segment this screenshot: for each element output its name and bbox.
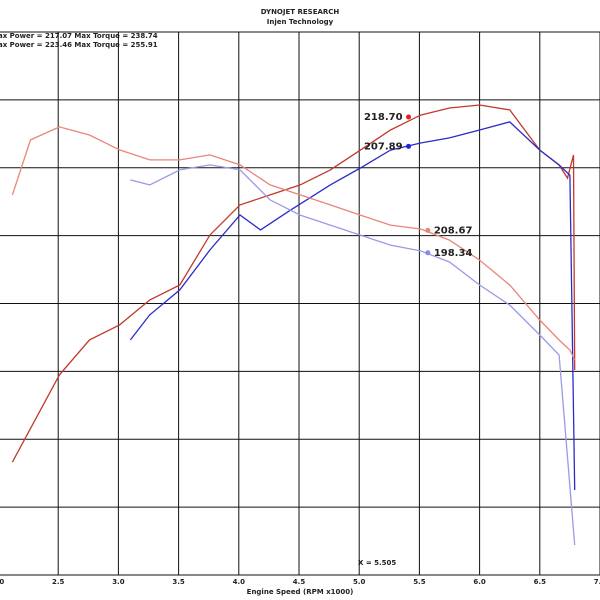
x-tick-label: 2.0 bbox=[0, 578, 4, 586]
x-axis-title: Engine Speed (RPM x1000) bbox=[247, 588, 354, 596]
chart-subtitle: Injen Technology bbox=[267, 18, 334, 26]
marker-label: 208.67 bbox=[434, 225, 473, 236]
x-tick-label: 5.5 bbox=[413, 578, 426, 586]
marker-label: 198.34 bbox=[434, 248, 473, 259]
x-tick-label: 7.0 bbox=[594, 578, 600, 586]
cursor-label: X = 5.505 bbox=[358, 559, 396, 567]
marker-dot bbox=[425, 227, 431, 233]
header-line: Max Power = 217.07 Max Torque = 238.74 bbox=[0, 32, 158, 40]
marker-label: 207.89 bbox=[364, 141, 403, 152]
x-tick-label: 6.5 bbox=[534, 578, 547, 586]
x-tick-label: 6.0 bbox=[473, 578, 486, 586]
marker-label: 218.70 bbox=[364, 112, 403, 123]
series-line bbox=[11, 126, 576, 361]
marker-dot bbox=[425, 250, 431, 256]
header-line: Max Power = 223.46 Max Torque = 255.91 bbox=[0, 41, 158, 49]
x-tick-label: 3.0 bbox=[112, 578, 125, 586]
marker-dot bbox=[406, 114, 412, 120]
series-line bbox=[130, 164, 576, 546]
chart-title: DYNOJET RESEARCH bbox=[261, 8, 340, 16]
x-tick-label: 2.5 bbox=[52, 578, 65, 586]
x-tick-label: 3.5 bbox=[172, 578, 185, 586]
x-tick-label: 4.0 bbox=[233, 578, 246, 586]
x-tick-label: 5.0 bbox=[353, 578, 366, 586]
series-line bbox=[11, 104, 576, 463]
marker-dot bbox=[406, 143, 412, 149]
series-line bbox=[129, 121, 576, 491]
x-tick-label: 4.5 bbox=[293, 578, 306, 586]
